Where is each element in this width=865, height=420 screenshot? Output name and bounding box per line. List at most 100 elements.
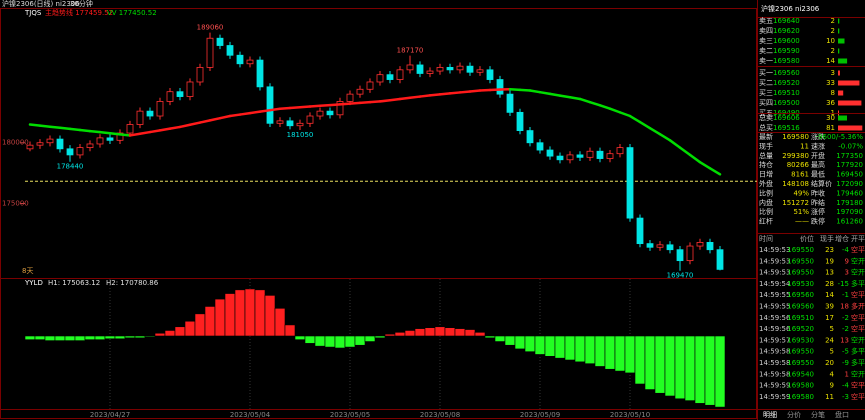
- trend-segment: [238, 111, 252, 116]
- histogram-bar: [514, 335, 526, 350]
- trade-cell: 空开: [851, 369, 865, 378]
- stat-value: 51%: [793, 208, 809, 216]
- histogram-bar: [104, 335, 116, 340]
- book-label: 买一: [759, 69, 773, 77]
- candle-body: [236, 54, 244, 65]
- trade-cell: 空开: [851, 335, 865, 344]
- trade-cell: 14:59:59: [759, 393, 790, 401]
- trend-segment: [378, 98, 392, 103]
- trend-segment: [218, 114, 232, 120]
- window-title: 沪镍2306(日线) ni2306: [2, 0, 80, 8]
- trade-cell: 169540: [787, 370, 814, 378]
- panel-tab[interactable]: 明细: [763, 410, 777, 419]
- candle-body: [586, 150, 594, 158]
- histogram-bar: [584, 335, 596, 364]
- stat-value: 169580: [782, 133, 809, 141]
- histogram-bar: [264, 295, 276, 337]
- candle-body: [246, 59, 254, 65]
- trend-segment: [388, 97, 402, 102]
- histogram-bar: [684, 335, 696, 401]
- quote-title: 沪镍2306 ni2306: [761, 4, 820, 13]
- trade-cell: 23: [825, 246, 834, 254]
- trade-cell: -4: [842, 246, 850, 254]
- trend-segment: [68, 127, 82, 132]
- book-volume: 14: [826, 57, 835, 65]
- trend-segment: [258, 108, 272, 113]
- legend-item: VV 177450.52: [107, 9, 157, 17]
- histogram-bar: [324, 335, 336, 348]
- panel-tab[interactable]: 盘口: [835, 410, 849, 419]
- histogram-bar: [354, 335, 366, 346]
- histogram-bar: [564, 335, 576, 361]
- candle-body: [146, 110, 154, 117]
- trades-header: 增仓: [835, 234, 849, 243]
- extreme-label: 187170: [397, 47, 424, 55]
- extreme-label: 178440: [57, 163, 84, 171]
- book-volume-bar: [838, 80, 860, 86]
- trend-segment: [118, 133, 132, 137]
- book-label: 买三: [759, 89, 773, 97]
- histogram-bar: [254, 289, 266, 337]
- book-label: 买二: [759, 79, 773, 87]
- trend-segment: [138, 130, 152, 136]
- trade-cell: -15: [838, 280, 849, 288]
- candle-body: [316, 110, 324, 117]
- histogram-bar: [664, 335, 676, 397]
- book-volume-bar: [838, 18, 840, 24]
- trade-cell: 18: [840, 303, 849, 311]
- trend-segment: [608, 107, 622, 114]
- histogram-bar: [604, 335, 616, 370]
- histogram-bar: [134, 335, 146, 339]
- histogram-bar: [94, 335, 106, 340]
- histogram-bar: [334, 335, 346, 349]
- legend-name: TJQS: [24, 9, 42, 17]
- trend-segment: [538, 90, 552, 96]
- candle-body: [86, 143, 94, 149]
- trend-segment: [208, 116, 222, 122]
- trade-cell: 5: [830, 325, 834, 333]
- stat-label: 昨结: [811, 198, 825, 207]
- trend-segment: [438, 92, 452, 96]
- trade-cell: 5: [830, 348, 834, 356]
- period[interactable]: 30分钟: [70, 0, 93, 8]
- stat-value: 172090: [836, 180, 863, 188]
- trade-cell: 9: [830, 382, 834, 390]
- trend-segment: [128, 132, 142, 137]
- legend-item: 主趋势线 177459.52: [45, 8, 113, 17]
- trend-segment: [658, 132, 672, 142]
- candle-body: [566, 154, 574, 161]
- indicator-item: H2: 170780.86: [106, 279, 159, 287]
- candle-body: [136, 110, 144, 125]
- stat-label: 日增: [759, 170, 773, 179]
- stat-label: 总量: [759, 151, 773, 160]
- candle-body: [556, 155, 564, 161]
- candle-body: [666, 244, 674, 251]
- candle-body: [56, 138, 64, 150]
- total-price: 169516: [773, 124, 800, 132]
- trade-cell: 20: [825, 359, 834, 367]
- trade-cell: 28: [825, 280, 834, 288]
- book-volume: 10: [826, 37, 835, 45]
- book-price: 169580: [773, 57, 800, 65]
- trend-segment: [328, 103, 342, 107]
- trend-segment: [28, 123, 42, 127]
- trade-cell: 169560: [787, 291, 814, 299]
- book-label: 买四: [759, 99, 773, 107]
- trend-segment: [368, 100, 382, 104]
- book-label: 卖一: [759, 57, 773, 65]
- candle-body: [366, 81, 374, 90]
- panel-tab[interactable]: 分笔: [811, 410, 825, 419]
- panel-tab[interactable]: 分价: [787, 410, 801, 419]
- trade-cell: -2: [842, 314, 849, 322]
- candle-body: [436, 66, 444, 72]
- book-volume-bar: [838, 100, 862, 106]
- stat-label: 开盘: [811, 151, 825, 160]
- candle-body: [416, 64, 424, 74]
- trend-segment: [698, 160, 712, 170]
- trade-cell: 169550: [787, 348, 814, 356]
- candle-body: [346, 93, 354, 102]
- trend-segment: [308, 104, 322, 108]
- trade-cell: 空平: [851, 392, 865, 401]
- stat-value: 299380: [782, 152, 809, 160]
